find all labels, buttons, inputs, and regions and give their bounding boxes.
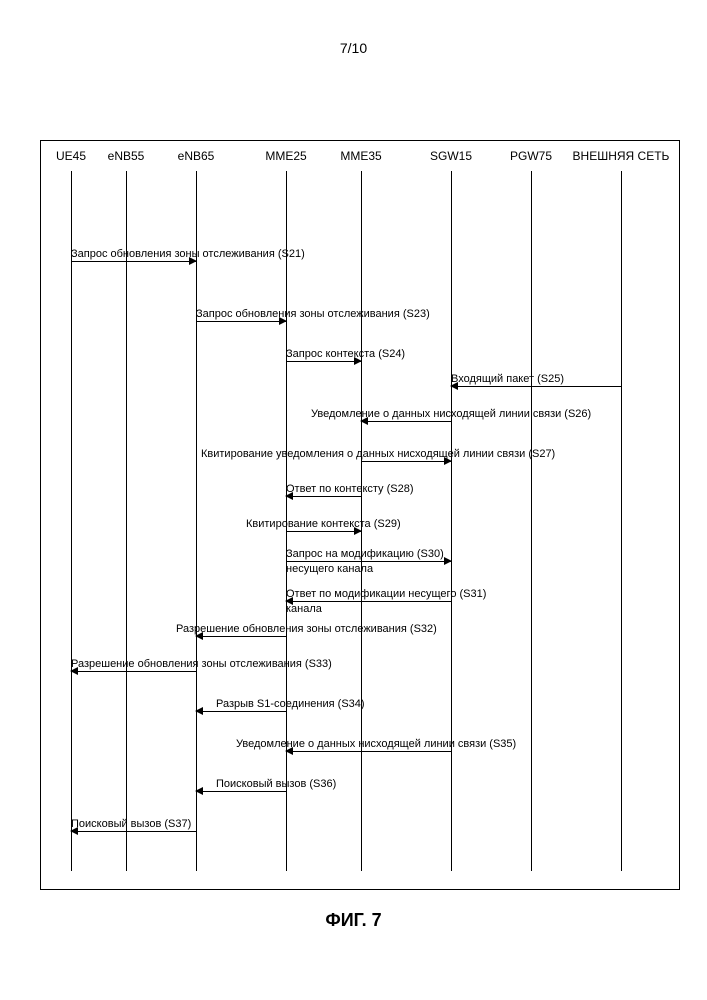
lane-label-mme35: MME35 (340, 149, 381, 163)
message-4: Входящий пакет (S25) (451, 386, 621, 387)
message-label: Ответ по модификации несущего (S31) (286, 588, 486, 600)
message-label: Разрешение обновления зоны отслеживания … (176, 623, 437, 635)
message-label: Ответ по контексту (S28) (286, 483, 414, 495)
lane-label-enb55: eNB55 (108, 149, 145, 163)
message-12: Разрешение обновления зоны отслеживания … (71, 671, 196, 672)
message-label: Уведомление о данных нисходящей линии св… (311, 408, 591, 420)
message-label: Уведомление о данных нисходящей линии св… (236, 738, 516, 750)
message-8: Квитирование контекста (S29) (286, 531, 361, 532)
message-1: Запрос обновления зоны отслеживания (S21… (71, 261, 196, 262)
lane-label-mme25: MME25 (265, 149, 306, 163)
lifeline-ext (621, 171, 622, 871)
arrow-icon (195, 787, 203, 795)
lane-label-enb65: eNB65 (178, 149, 215, 163)
message-label: Разрыв S1-соединения (S34) (216, 698, 365, 710)
message-16: Поисковый вызов (S37) (71, 831, 196, 832)
figure-label: ФИГ. 7 (0, 910, 707, 931)
lifeline-ue45 (71, 171, 72, 871)
message-label: Поисковый вызов (S37) (71, 818, 191, 830)
message-label: Разрешение обновления зоны отслеживания … (71, 658, 332, 670)
message-label: Запрос на модификацию (S30) (286, 548, 444, 560)
sequence-diagram: UE45 eNB55 eNB65 MME25 MME35 SGW15 PGW75 ВНЕШНЯ… (40, 140, 680, 890)
arrow-icon (444, 557, 452, 565)
lane-label-ue45: UE45 (56, 149, 86, 163)
message-label: Входящий пакет (S25) (451, 373, 564, 385)
message-label: Запрос обновления зоны отслеживания (S23… (196, 308, 430, 320)
lifeline-enb65 (196, 171, 197, 871)
message-label: Запрос контекста (S24) (286, 348, 405, 360)
message-label-cont: несущего канала (286, 563, 373, 575)
message-7: Ответ по контексту (S28) (286, 496, 361, 497)
message-2: Запрос обновления зоны отслеживания (S23… (196, 321, 286, 322)
message-label: Поисковый вызов (S36) (216, 778, 336, 790)
message-5: Уведомление о данных нисходящей линии св… (361, 421, 451, 422)
message-15: Поисковый вызов (S36) (196, 791, 286, 792)
message-13: Разрыв S1-соединения (S34) (196, 711, 286, 712)
lifeline-pgw75 (531, 171, 532, 871)
lane-label-ext: ВНЕШНЯЯ СЕТЬ (573, 149, 670, 163)
arrow-icon (195, 707, 203, 715)
message-label-cont: канала (286, 603, 322, 615)
page-number: 7/10 (0, 40, 707, 56)
lane-label-sgw15: SGW15 (430, 149, 472, 163)
message-label: Квитирование контекста (S29) (246, 518, 401, 530)
message-6: Квитирование уведомления о данных нисход… (361, 461, 451, 462)
lane-label-pgw75: PGW75 (510, 149, 552, 163)
message-label: Запрос обновления зоны отслеживания (S21… (71, 248, 305, 260)
lifeline-sgw15 (451, 171, 452, 871)
message-label: Квитирование уведомления о данных нисход… (201, 448, 555, 460)
message-10: каналаОтвет по модификации несущего (S31… (286, 601, 451, 602)
message-14: Уведомление о данных нисходящей линии св… (286, 751, 451, 752)
message-9: несущего каналаЗапрос на модификацию (S3… (286, 561, 451, 562)
message-3: Запрос контекста (S24) (286, 361, 361, 362)
message-11: Разрешение обновления зоны отслеживания … (196, 636, 286, 637)
lifeline-enb55 (126, 171, 127, 871)
